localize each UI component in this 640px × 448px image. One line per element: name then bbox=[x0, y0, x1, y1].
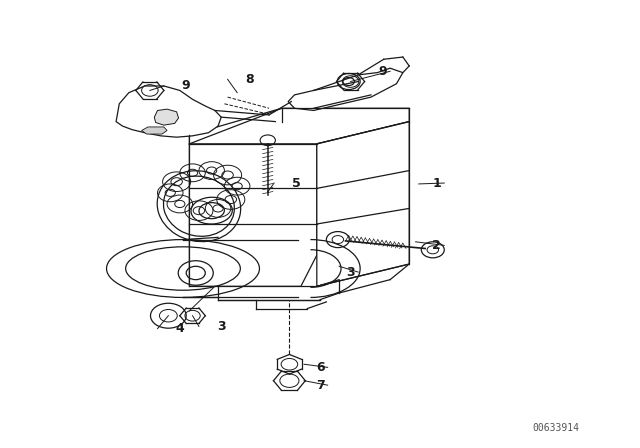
Text: 6: 6 bbox=[316, 361, 324, 374]
Text: 00633914: 00633914 bbox=[532, 423, 579, 433]
Text: 4: 4 bbox=[175, 322, 184, 335]
Polygon shape bbox=[154, 109, 179, 125]
Text: 1: 1 bbox=[433, 177, 441, 190]
Polygon shape bbox=[116, 86, 221, 137]
Text: 3: 3 bbox=[217, 320, 225, 333]
Polygon shape bbox=[189, 144, 317, 286]
Text: 3: 3 bbox=[346, 266, 355, 279]
Polygon shape bbox=[189, 108, 409, 144]
Text: 5: 5 bbox=[292, 177, 301, 190]
Text: 2: 2 bbox=[433, 239, 441, 252]
Text: 9: 9 bbox=[378, 65, 387, 78]
Polygon shape bbox=[288, 68, 403, 111]
Polygon shape bbox=[317, 121, 409, 286]
Text: 7: 7 bbox=[316, 379, 324, 392]
Text: 9: 9 bbox=[182, 79, 190, 92]
Polygon shape bbox=[141, 127, 167, 134]
Text: 8: 8 bbox=[246, 73, 254, 86]
